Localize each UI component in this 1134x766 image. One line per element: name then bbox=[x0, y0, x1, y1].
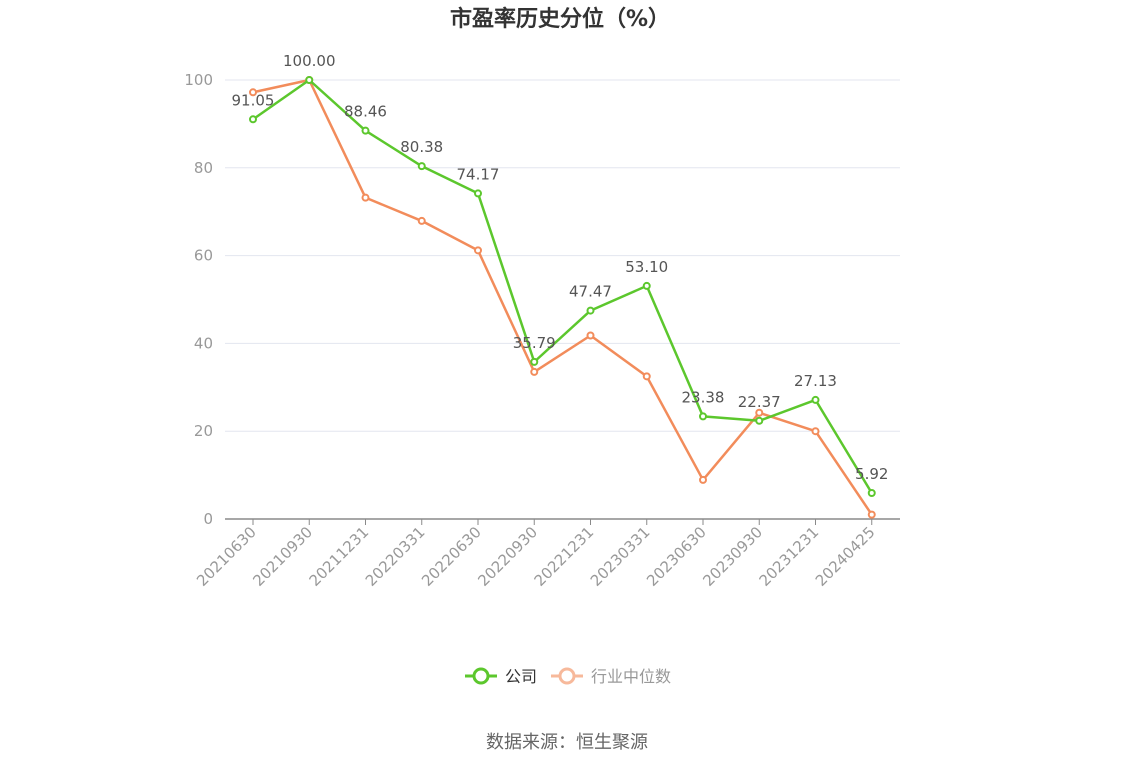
data-source-note: 数据来源：恒生聚源 bbox=[486, 732, 648, 753]
x-tick-label: 20221231 bbox=[531, 523, 598, 590]
y-tick-label: 0 bbox=[203, 510, 213, 528]
data-point-company[interactable] bbox=[642, 281, 651, 290]
x-tick-label: 20231231 bbox=[756, 523, 823, 590]
data-point-industry-median[interactable] bbox=[361, 193, 370, 202]
data-label: 47.47 bbox=[569, 283, 612, 301]
data-point-industry-median[interactable] bbox=[642, 372, 651, 381]
legend-label: 公司 bbox=[505, 667, 537, 686]
legend-marker-icon bbox=[472, 667, 490, 685]
axes: 0204060801002021063020210930202112312022… bbox=[184, 71, 900, 590]
data-label: 5.92 bbox=[855, 465, 888, 483]
y-tick-label: 40 bbox=[194, 334, 213, 352]
data-point-industry-median[interactable] bbox=[699, 475, 707, 484]
data-label: 53.10 bbox=[625, 258, 668, 276]
data-label: 74.17 bbox=[457, 165, 500, 183]
data-label: 35.79 bbox=[513, 334, 556, 352]
data-point-industry-median[interactable] bbox=[755, 408, 764, 417]
data-label: 27.13 bbox=[794, 372, 837, 390]
data-point-company[interactable] bbox=[249, 115, 257, 124]
series-lines bbox=[249, 76, 876, 519]
legend: 公司 行业中位数 bbox=[465, 667, 671, 686]
data-point-company[interactable] bbox=[586, 306, 595, 315]
x-tick-label: 20230331 bbox=[587, 523, 654, 590]
data-point-industry-median[interactable] bbox=[249, 88, 257, 97]
legend-item-company[interactable]: 公司 bbox=[465, 667, 537, 686]
y-tick-label: 100 bbox=[184, 71, 213, 89]
data-point-company[interactable] bbox=[699, 412, 707, 421]
data-point-industry-median[interactable] bbox=[811, 427, 820, 436]
x-tick-label: 20230630 bbox=[643, 523, 710, 590]
data-label: 80.38 bbox=[400, 138, 443, 156]
data-point-industry-median[interactable] bbox=[474, 246, 482, 255]
data-point-company[interactable] bbox=[811, 395, 820, 404]
data-point-company[interactable] bbox=[474, 189, 482, 198]
data-label: 23.38 bbox=[682, 388, 725, 406]
legend-item-industry-median[interactable]: 行业中位数 bbox=[551, 667, 671, 686]
x-tick-label: 20220331 bbox=[362, 523, 429, 590]
x-tick-label: 20230930 bbox=[699, 523, 766, 590]
y-tick-label: 80 bbox=[194, 159, 213, 177]
x-tick-label: 20220630 bbox=[418, 523, 485, 590]
data-point-industry-median[interactable] bbox=[417, 216, 426, 225]
grid-lines bbox=[225, 79, 900, 432]
x-tick-label: 20210630 bbox=[193, 523, 260, 590]
data-label: 22.37 bbox=[738, 393, 781, 411]
data-point-company[interactable] bbox=[867, 489, 876, 498]
x-tick-label: 20210930 bbox=[249, 523, 316, 590]
chart-title: 市盈率历史分位（%） bbox=[450, 6, 670, 32]
data-point-industry-median[interactable] bbox=[530, 367, 539, 376]
data-point-company[interactable] bbox=[305, 76, 314, 84]
series-line-company bbox=[252, 78, 873, 494]
data-labels: 91.05 100.00 88.46 80.38 74.17 35.79 47.47 53.1… bbox=[232, 52, 889, 483]
data-point-company[interactable] bbox=[755, 416, 764, 425]
series-line-industry-median bbox=[252, 78, 873, 516]
legend-marker-icon bbox=[558, 667, 576, 685]
x-tick-label: 20220930 bbox=[474, 523, 541, 590]
data-point-company[interactable] bbox=[361, 126, 370, 135]
x-tick-label: 20240425 bbox=[812, 523, 879, 590]
data-label: 91.05 bbox=[232, 91, 275, 109]
legend-label: 行业中位数 bbox=[591, 667, 671, 686]
y-tick-label: 60 bbox=[194, 247, 213, 265]
data-point-company[interactable] bbox=[417, 162, 426, 171]
x-tick-label: 20211231 bbox=[306, 523, 373, 590]
y-tick-label: 20 bbox=[194, 422, 213, 440]
data-point-industry-median[interactable] bbox=[586, 331, 595, 340]
data-label: 88.46 bbox=[344, 103, 387, 121]
data-label: 100.00 bbox=[283, 52, 336, 70]
data-point-company[interactable] bbox=[530, 357, 539, 366]
data-point-industry-median[interactable] bbox=[867, 510, 876, 519]
